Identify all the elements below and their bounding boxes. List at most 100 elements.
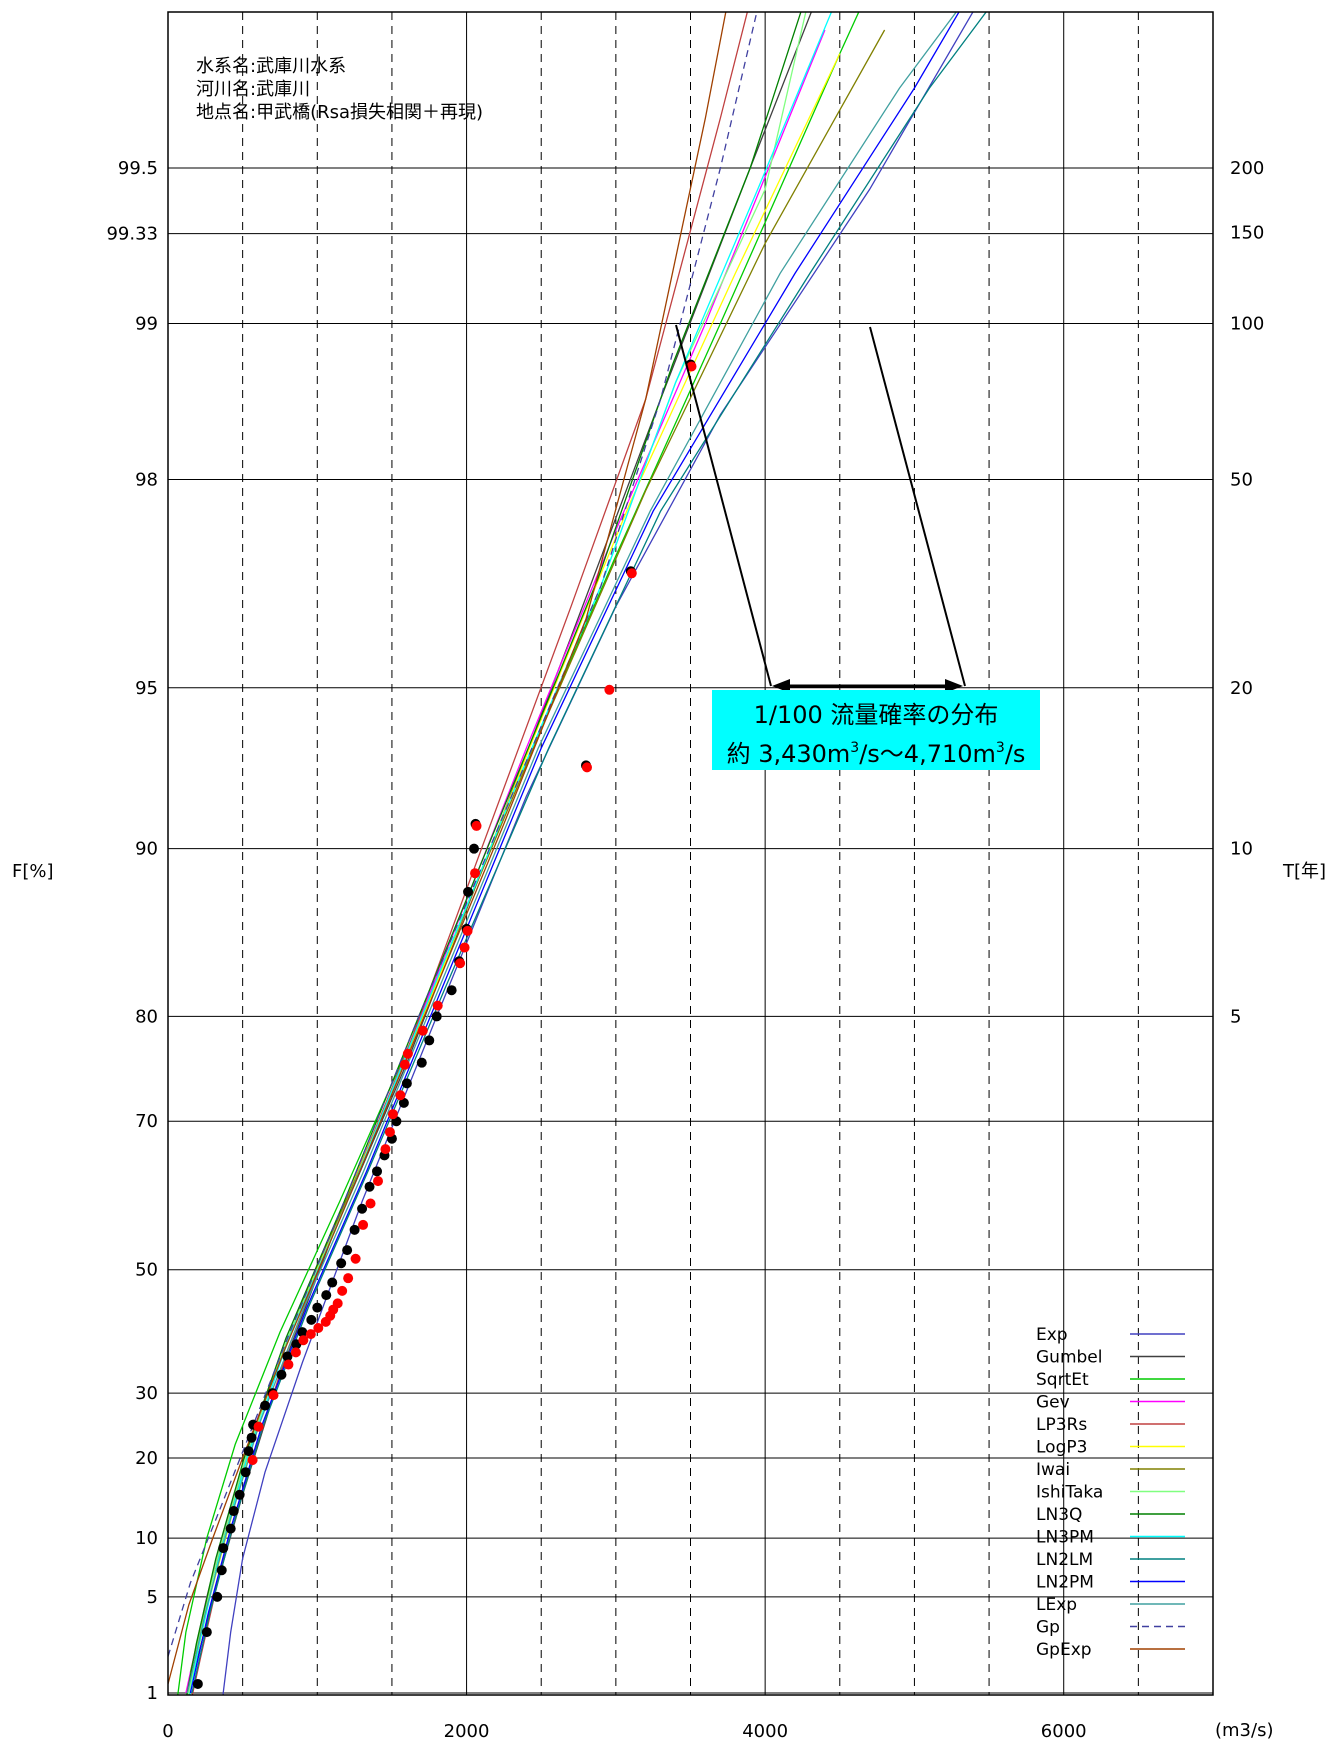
title-line-2: 河川名:武庫川 (196, 79, 310, 100)
y-tick-label-left: 99 (135, 313, 158, 334)
y-tick-label-right: 20 (1230, 678, 1253, 699)
legend-label-sqrtet: SqrtEt (1036, 1370, 1089, 1390)
series-line-iwai (189, 29, 886, 1673)
observed-point-red (604, 684, 615, 695)
y-tick-label-left: 20 (135, 1448, 158, 1469)
observed-point-black (282, 1351, 293, 1362)
y-tick-label-left: 99.5 (118, 158, 158, 179)
plot-frame (167, 11, 1214, 1696)
series-line-ln2pm (189, 12, 960, 1694)
series-line-ln3q (186, 12, 802, 1695)
annotation-arrowhead-left (772, 679, 790, 693)
title-line-3: 地点名:甲武橋(Rsa損失相関＋再現) (196, 102, 483, 123)
annotation-leader-right (869, 326, 966, 687)
series-line-lp3rs (191, 12, 749, 1695)
observed-point-red (358, 1219, 369, 1230)
observed-point-red (686, 361, 697, 372)
observed-point-red (470, 868, 481, 879)
annotation-range-part: /s〜4,710m (859, 740, 996, 768)
y-tick-label-right: 150 (1230, 222, 1264, 243)
observed-point-black (240, 1467, 251, 1478)
series-line-ln3pm (189, 12, 833, 1695)
legend-label-ln3pm: LN3PM (1036, 1528, 1094, 1548)
legend-label-logp3: LogP3 (1036, 1438, 1087, 1458)
y-tick-label-right: 50 (1230, 470, 1253, 491)
series-line-gpexp (168, 12, 727, 1685)
y-tick-label-left: 30 (135, 1383, 158, 1404)
observed-point-red (373, 1176, 383, 1187)
y-tick-label-right: 10 (1230, 839, 1253, 860)
observed-point-black (260, 1400, 271, 1411)
observed-point-black (216, 1565, 227, 1576)
y-axis-label-right: T[年] (1282, 861, 1326, 882)
y-tick-label-left: 95 (135, 678, 158, 699)
observed-point-red (402, 1048, 413, 1059)
observed-point-red (462, 925, 473, 936)
observed-point-black (469, 843, 480, 854)
legend-label-ln3q: LN3Q (1036, 1505, 1082, 1525)
observed-point-red (268, 1390, 279, 1401)
legend-label-lp3rs: LP3Rs (1036, 1415, 1087, 1435)
observed-point-red (387, 1109, 398, 1120)
observed-point-red (305, 1329, 316, 1340)
grid (168, 12, 1214, 1695)
y-tick-label-left: 80 (135, 1006, 158, 1027)
title-line-1: 水系名:武庫川水系 (196, 56, 346, 77)
y-tick-label-right: 100 (1230, 313, 1264, 334)
observed-point-black (446, 985, 457, 996)
observed-point-red (399, 1059, 410, 1070)
y-axis-label-left: F[%] (12, 861, 54, 882)
annotation-range-text: 約 3,430m3/s〜4,710m3/s (727, 740, 1026, 768)
series-line-ishitaka (187, 12, 807, 1695)
legend-label-gpexp: GpExp (1036, 1640, 1092, 1660)
observed-point-black (416, 1057, 427, 1068)
series-line-gumbel (188, 12, 813, 1695)
annotation-superscript: 3 (996, 740, 1005, 756)
y-tick-label-left: 99.33 (106, 224, 158, 245)
observed-point-red (380, 1144, 391, 1155)
observed-point-black (336, 1258, 347, 1269)
observed-point-red (626, 568, 637, 579)
observed-point-black (246, 1432, 257, 1443)
observed-point-red (432, 1000, 443, 1011)
observed-point-red (290, 1347, 301, 1358)
observed-point-black (401, 1078, 412, 1089)
axes (167, 11, 1214, 1696)
observed-point-red (384, 1127, 395, 1138)
legend-label-gumbel: Gumbel (1036, 1348, 1102, 1368)
observed-point-black (234, 1489, 245, 1500)
observed-point-red (365, 1198, 376, 1209)
observed-point-red (247, 1455, 258, 1466)
legend-label-ln2lm: LN2LM (1036, 1550, 1093, 1570)
observed-point-black (218, 1543, 229, 1554)
legend-label-gev: Gev (1036, 1393, 1070, 1413)
legend-label-ln2pm: LN2PM (1036, 1573, 1094, 1593)
observed-point-black (228, 1506, 239, 1517)
annotation-box (712, 690, 1040, 770)
annotation-arrowhead-right (945, 679, 963, 693)
y-tick-label-left: 50 (135, 1260, 158, 1281)
observed-point-black (431, 1011, 442, 1022)
series-line-lexp (186, 12, 958, 1694)
observed-point-black (225, 1523, 236, 1534)
observed-point-red (283, 1359, 294, 1370)
observed-point-black (364, 1181, 375, 1192)
observed-point-black (201, 1627, 212, 1638)
series-line-logp3 (188, 53, 841, 1694)
x-tick-label: 2000 (444, 1721, 490, 1740)
y-tick-label-right: 5 (1230, 1006, 1241, 1027)
y-tick-label-left: 70 (135, 1111, 158, 1132)
y-tick-label-left: 90 (135, 839, 158, 860)
series-line-gp (168, 12, 758, 1657)
annotation-range-part: 約 3,430m (727, 740, 851, 768)
observed-point-red (350, 1253, 361, 1264)
legend-label-iwai: Iwai (1036, 1460, 1070, 1480)
y-tick-label-left: 1 (147, 1683, 158, 1704)
observed-point-red (582, 762, 592, 773)
observed-point-black (297, 1327, 308, 1338)
annotation-superscript: 3 (850, 740, 859, 756)
y-tick-label-left: 10 (135, 1528, 158, 1549)
observed-point-black (372, 1166, 382, 1177)
